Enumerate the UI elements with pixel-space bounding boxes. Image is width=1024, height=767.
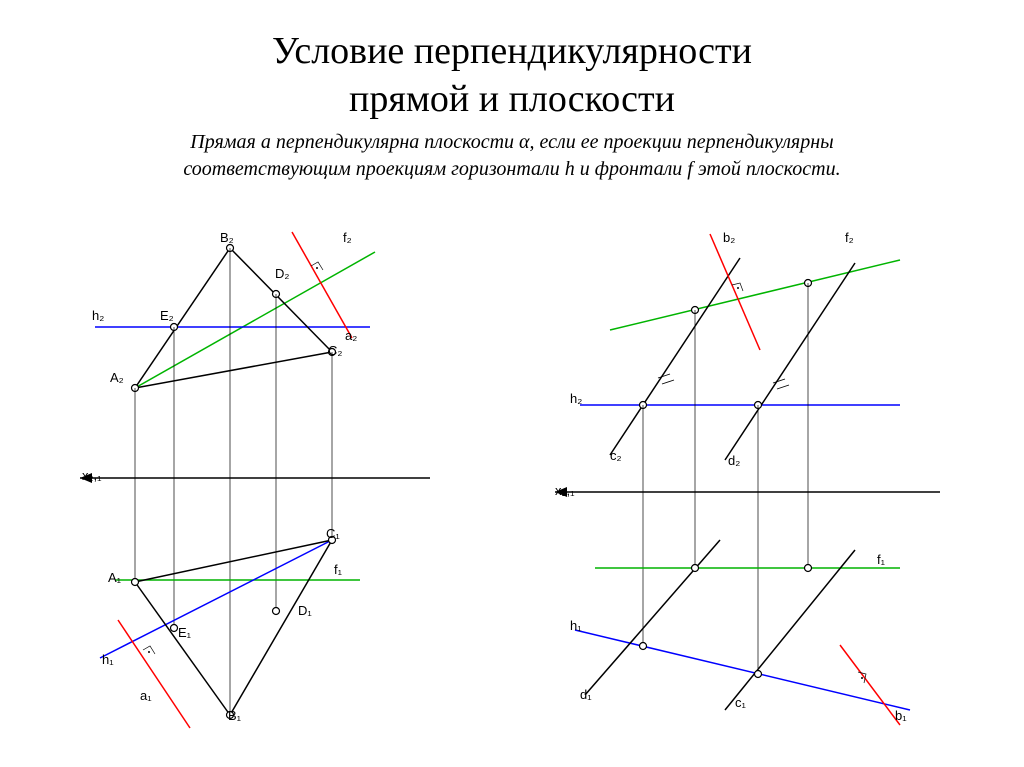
lbl-f1r: f₁	[877, 552, 885, 567]
lbl-D2: D₂	[275, 266, 289, 281]
lbl-C1: C₁	[326, 526, 340, 541]
lbl-h2r: h₂	[570, 391, 582, 406]
lbl-f1: f₁	[334, 562, 342, 577]
lbl-c2: c₂	[610, 448, 622, 463]
lbl-h1r: h₁	[570, 618, 582, 633]
lbl-A2: A₂	[110, 370, 124, 385]
lbl-a1: a₁	[140, 688, 152, 703]
lbl-f2r: f₂	[845, 230, 854, 245]
subtitle-line1: Прямая a перпендикулярна плоскости α, ес…	[190, 131, 833, 153]
lbl-b2r: b₂	[723, 230, 735, 245]
lbl-B2: B₂	[220, 230, 234, 245]
title-line2: прямой и плоскости	[349, 78, 675, 120]
title-line1: Условие перпендикулярности	[272, 30, 752, 72]
right-figure	[540, 230, 960, 740]
subtitle-line2: соответствующим проекциям горизонтали h …	[183, 158, 840, 180]
lbl-A1: A₁	[108, 570, 121, 585]
lbl-d2: d₂	[728, 453, 740, 468]
lbl-b1: b₁	[895, 708, 907, 723]
lbl-E2: E₂	[160, 308, 174, 323]
lbl-a2: a₂	[345, 328, 357, 343]
lbl-B1: B₁	[228, 708, 241, 723]
lbl-h1: h₁	[102, 652, 114, 667]
slide-subtitle: Прямая a перпендикулярна плоскости α, ес…	[0, 123, 1024, 183]
lbl-x21: x₂,₁	[82, 468, 102, 483]
lbl-c1: c₁	[735, 695, 746, 710]
left-figure	[70, 230, 460, 740]
figures-area: B₂ D₂ f₂ h₂ E₂ a₂ C₂ A₂ x₂,₁ C₁ A₁ f₁ D₁…	[0, 230, 1024, 760]
lbl-d1: d₁	[580, 687, 592, 702]
slide-title: Условие перпендикулярности прямой и плос…	[0, 0, 1024, 123]
lbl-D1: D₁	[298, 603, 312, 618]
lbl-C2: C₂	[328, 343, 342, 358]
lbl-x21r: x₂,₁	[555, 483, 575, 498]
lbl-E1: E₁	[178, 625, 191, 640]
lbl-h2: h₂	[92, 308, 104, 323]
lbl-f2: f₂	[343, 230, 352, 245]
